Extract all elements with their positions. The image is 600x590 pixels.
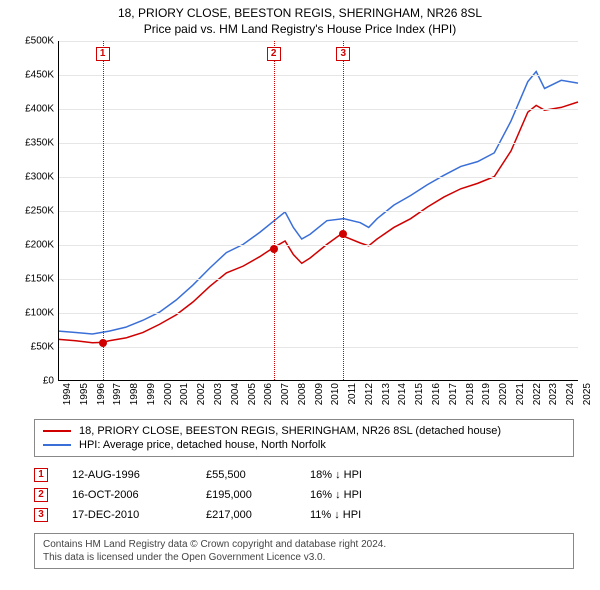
x-tick-label: 2022 <box>532 383 543 405</box>
x-tick-label: 2023 <box>548 383 559 405</box>
x-tick-label: 2001 <box>179 383 190 405</box>
x-tick-label: 2016 <box>431 383 442 405</box>
x-tick-label: 1994 <box>62 383 73 405</box>
x-tick-label: 2020 <box>498 383 509 405</box>
marker-row: 3 17-DEC-2010 £217,000 11% ↓ HPI <box>34 505 574 525</box>
marker-number-box: 3 <box>34 508 48 522</box>
marker-number-box: 1 <box>96 47 110 61</box>
sale-markers-table: 1 12-AUG-1996 £55,500 18% ↓ HPI 2 16-OCT-2006… <box>34 465 574 525</box>
x-tick-label: 1998 <box>129 383 140 405</box>
x-tick-label: 2011 <box>347 383 358 405</box>
sale-point-dot <box>270 245 278 253</box>
chart-title: 18, PRIORY CLOSE, BEESTON REGIS, SHERING… <box>10 6 590 22</box>
gridline <box>59 279 578 280</box>
chart: £0 £50K £100K £150K £200K £250K £300K £350K £400… <box>14 41 582 411</box>
series-line <box>59 72 578 334</box>
marker-number-box: 1 <box>34 468 48 482</box>
x-tick-label: 2012 <box>364 383 375 405</box>
chart-subtitle: Price paid vs. HM Land Registry's House … <box>10 22 590 38</box>
marker-hpi-diff: 11% ↓ HPI <box>310 509 410 521</box>
footer-line2: This data is licensed under the Open Gov… <box>43 551 565 564</box>
marker-row: 2 16-OCT-2006 £195,000 16% ↓ HPI <box>34 485 574 505</box>
y-axis: £0£50K£100K£150K£200K£250K£300K£350K£400… <box>14 41 54 381</box>
legend-label: 18, PRIORY CLOSE, BEESTON REGIS, SHERING… <box>79 425 501 437</box>
marker-number-box: 3 <box>336 47 350 61</box>
marker-number-box: 2 <box>34 488 48 502</box>
marker-hpi-diff: 18% ↓ HPI <box>310 469 410 481</box>
marker-vline <box>103 41 104 380</box>
y-tick-label: £200K <box>25 240 54 251</box>
footer-line1: Contains HM Land Registry data © Crown c… <box>43 538 565 551</box>
marker-row: 1 12-AUG-1996 £55,500 18% ↓ HPI <box>34 465 574 485</box>
legend-swatch <box>43 444 71 446</box>
x-tick-label: 2005 <box>247 383 258 405</box>
legend-item: 18, PRIORY CLOSE, BEESTON REGIS, SHERING… <box>43 424 565 438</box>
marker-vline <box>274 41 275 380</box>
x-tick-label: 2017 <box>448 383 459 405</box>
x-tick-label: 2021 <box>515 383 526 405</box>
x-tick-label: 1999 <box>146 383 157 405</box>
y-tick-label: £100K <box>25 308 54 319</box>
y-tick-label: £250K <box>25 206 54 217</box>
marker-date: 16-OCT-2006 <box>72 489 182 501</box>
x-tick-label: 2024 <box>565 383 576 405</box>
y-tick-label: £300K <box>25 172 54 183</box>
x-axis: 1994 1995 1996 1997 1998 1999 2000 2001 2002 2003… <box>58 383 578 413</box>
legend-item: HPI: Average price, detached house, Nort… <box>43 438 565 452</box>
y-tick-label: £0 <box>43 376 54 387</box>
x-tick-label: 2002 <box>196 383 207 405</box>
gridline <box>59 245 578 246</box>
x-tick-label: 2006 <box>263 383 274 405</box>
gridline <box>59 177 578 178</box>
x-tick-label: 2000 <box>163 383 174 405</box>
marker-price: £195,000 <box>206 489 286 501</box>
x-tick-label: 2019 <box>481 383 492 405</box>
x-tick-label: 2009 <box>314 383 325 405</box>
x-tick-label: 2013 <box>381 383 392 405</box>
x-tick-label: 1997 <box>112 383 123 405</box>
marker-hpi-diff: 16% ↓ HPI <box>310 489 410 501</box>
x-tick-label: 2014 <box>397 383 408 405</box>
marker-number-box: 2 <box>267 47 281 61</box>
marker-price: £55,500 <box>206 469 286 481</box>
y-tick-label: £450K <box>25 70 54 81</box>
x-tick-label: 2004 <box>230 383 241 405</box>
x-tick-label: 1996 <box>96 383 107 405</box>
x-tick-label: 2015 <box>414 383 425 405</box>
attribution-footer: Contains HM Land Registry data © Crown c… <box>34 533 574 569</box>
plot-area: 1 2 3 <box>58 41 578 381</box>
series-line <box>59 102 578 343</box>
x-tick-label: 2025 <box>582 383 593 405</box>
marker-date: 12-AUG-1996 <box>72 469 182 481</box>
sale-point-dot <box>339 230 347 238</box>
gridline <box>59 211 578 212</box>
x-tick-label: 2010 <box>330 383 341 405</box>
sale-point-dot <box>99 339 107 347</box>
gridline <box>59 143 578 144</box>
marker-price: £217,000 <box>206 509 286 521</box>
y-tick-label: £400K <box>25 104 54 115</box>
marker-date: 17-DEC-2010 <box>72 509 182 521</box>
marker-vline <box>343 41 344 380</box>
legend-swatch <box>43 430 71 432</box>
x-tick-label: 2018 <box>465 383 476 405</box>
x-tick-label: 2003 <box>213 383 224 405</box>
legend-label: HPI: Average price, detached house, Nort… <box>79 439 326 451</box>
y-tick-label: £150K <box>25 274 54 285</box>
x-tick-label: 1995 <box>79 383 90 405</box>
y-tick-label: £50K <box>31 342 54 353</box>
legend: 18, PRIORY CLOSE, BEESTON REGIS, SHERING… <box>34 419 574 457</box>
x-tick-label: 2008 <box>297 383 308 405</box>
gridline <box>59 347 578 348</box>
gridline <box>59 41 578 42</box>
gridline <box>59 313 578 314</box>
y-tick-label: £350K <box>25 138 54 149</box>
gridline <box>59 109 578 110</box>
gridline <box>59 75 578 76</box>
x-tick-label: 2007 <box>280 383 291 405</box>
y-tick-label: £500K <box>25 36 54 47</box>
